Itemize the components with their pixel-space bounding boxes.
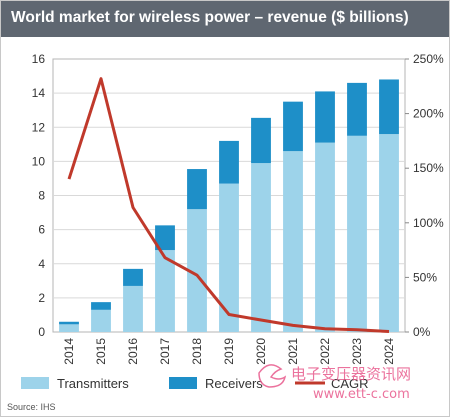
- x-tick-label: 2019: [222, 338, 236, 365]
- y2-tick-label: 100%: [413, 216, 444, 230]
- y-tick-label: 16: [32, 52, 46, 66]
- x-tick-label: 2022: [318, 338, 332, 365]
- bar-transmitters-2019: [219, 183, 239, 332]
- legend-swatch-receivers: [169, 377, 197, 389]
- x-tick-label: 2014: [62, 338, 76, 365]
- legend-label-transmitters: Transmitters: [57, 376, 129, 391]
- y-tick-label: 10: [32, 154, 46, 168]
- bar-transmitters-2017: [155, 250, 175, 332]
- bar-receivers-2020: [251, 117, 271, 164]
- watermark-url: www.ett-c.com: [313, 387, 410, 402]
- bar-transmitters-2016: [123, 285, 143, 332]
- y-tick-label: 4: [38, 257, 45, 271]
- y2-tick-label: 50%: [413, 270, 437, 284]
- y-tick-label: 12: [32, 120, 46, 134]
- bar-receivers-2015: [91, 302, 111, 310]
- bar-transmitters-2014: [59, 324, 79, 332]
- y2-tick-label: 150%: [413, 161, 444, 175]
- x-tick-label: 2018: [190, 338, 204, 365]
- title-bar: World market for wireless power – revenu…: [1, 1, 449, 37]
- bar-receivers-2021: [283, 101, 303, 152]
- x-tick-label: 2020: [254, 338, 268, 365]
- y2-tick-label: 0%: [413, 325, 431, 339]
- x-tick-label: 2021: [286, 338, 300, 365]
- y2-tick-label: 200%: [413, 107, 444, 121]
- bar-receivers-2023: [347, 82, 367, 136]
- bar-transmitters-2023: [347, 135, 367, 332]
- y-tick-label: 8: [38, 189, 45, 203]
- bar-receivers-2018: [187, 169, 207, 210]
- bar-receivers-2022: [315, 91, 335, 143]
- bar-transmitters-2020: [251, 163, 271, 332]
- watermark-logo: [258, 364, 287, 388]
- source-note: Source: IHS: [7, 402, 56, 412]
- legend-label-cagr: CAGR: [331, 376, 369, 391]
- watermark-title: 电子变压器资讯网: [291, 365, 411, 383]
- legend-swatch-transmitters: [21, 377, 49, 389]
- bar-transmitters-2024: [379, 134, 399, 332]
- y-tick-label: 14: [32, 86, 46, 100]
- bar-receivers-2016: [123, 268, 143, 286]
- bar-transmitters-2018: [187, 209, 207, 332]
- y-tick-label: 2: [38, 291, 45, 305]
- x-tick-label: 2016: [126, 338, 140, 365]
- bar-transmitters-2021: [283, 151, 303, 332]
- bar-receivers-2024: [379, 79, 399, 135]
- x-tick-label: 2023: [350, 338, 364, 365]
- bar-receivers-2014: [59, 321, 79, 325]
- x-tick-label: 2015: [94, 338, 108, 365]
- chart-title: World market for wireless power – revenu…: [11, 9, 409, 26]
- x-tick-label: 2017: [158, 338, 172, 365]
- y2-tick-label: 250%: [413, 52, 444, 66]
- line-cagr: [67, 77, 390, 333]
- bar-receivers-2019: [219, 140, 239, 184]
- x-tick-label: 2024: [382, 338, 396, 365]
- bar-receivers-2017: [155, 225, 175, 251]
- bar-transmitters-2022: [315, 142, 335, 332]
- y-tick-label: 6: [38, 223, 45, 237]
- bar-transmitters-2015: [91, 309, 111, 332]
- y-tick-label: 0: [38, 325, 45, 339]
- legend-label-receivers: Receivers: [205, 376, 263, 391]
